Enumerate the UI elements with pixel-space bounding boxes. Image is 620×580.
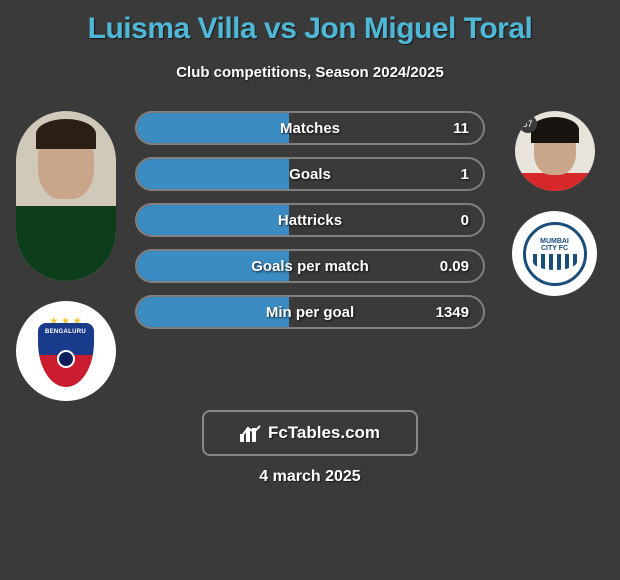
- stat-label: Goals: [137, 166, 483, 183]
- subtitle: Club competitions, Season 2024/2025: [0, 64, 620, 81]
- stats-list: Matches 11 Goals 1 Hattricks 0 Goals per…: [135, 111, 485, 329]
- club-right-label-2: CITY FC: [541, 245, 568, 252]
- club-right-badge: MUMBAI CITY FC: [512, 211, 597, 296]
- comparison-panel: ★ ★ ★ BENGALURU 57 MUMBAI CITY FC Matche…: [0, 111, 620, 421]
- stat-row: Goals 1: [135, 157, 485, 191]
- stat-label: Goals per match: [137, 258, 483, 275]
- club-left-badge: ★ ★ ★ BENGALURU: [16, 301, 116, 401]
- watermark-text: FcTables.com: [268, 423, 380, 443]
- stat-row: Goals per match 0.09: [135, 249, 485, 283]
- player-right-column: 57 MUMBAI CITY FC: [497, 111, 612, 296]
- watermark: FcTables.com: [202, 410, 418, 456]
- stat-value: 1349: [436, 304, 469, 321]
- player-right-number-badge: 57: [519, 115, 537, 133]
- player-left-photo: [16, 111, 116, 281]
- page-title: Luisma Villa vs Jon Miguel Toral: [0, 0, 620, 46]
- chart-icon: [240, 424, 262, 442]
- club-right-label-1: MUMBAI: [540, 238, 569, 245]
- stat-label: Min per goal: [137, 304, 483, 321]
- player-right-photo: 57: [515, 111, 595, 191]
- player-left-column: ★ ★ ★ BENGALURU: [8, 111, 123, 401]
- club-left-label: BENGALURU: [38, 329, 94, 335]
- date-label: 4 march 2025: [0, 468, 620, 486]
- stat-value: 0.09: [440, 258, 469, 275]
- stat-value: 11: [453, 120, 469, 137]
- stat-value: 0: [461, 212, 469, 229]
- stat-value: 1: [461, 166, 469, 183]
- stat-row: Matches 11: [135, 111, 485, 145]
- stat-label: Hattricks: [137, 212, 483, 229]
- stat-row: Min per goal 1349: [135, 295, 485, 329]
- stat-label: Matches: [137, 120, 483, 137]
- stat-row: Hattricks 0: [135, 203, 485, 237]
